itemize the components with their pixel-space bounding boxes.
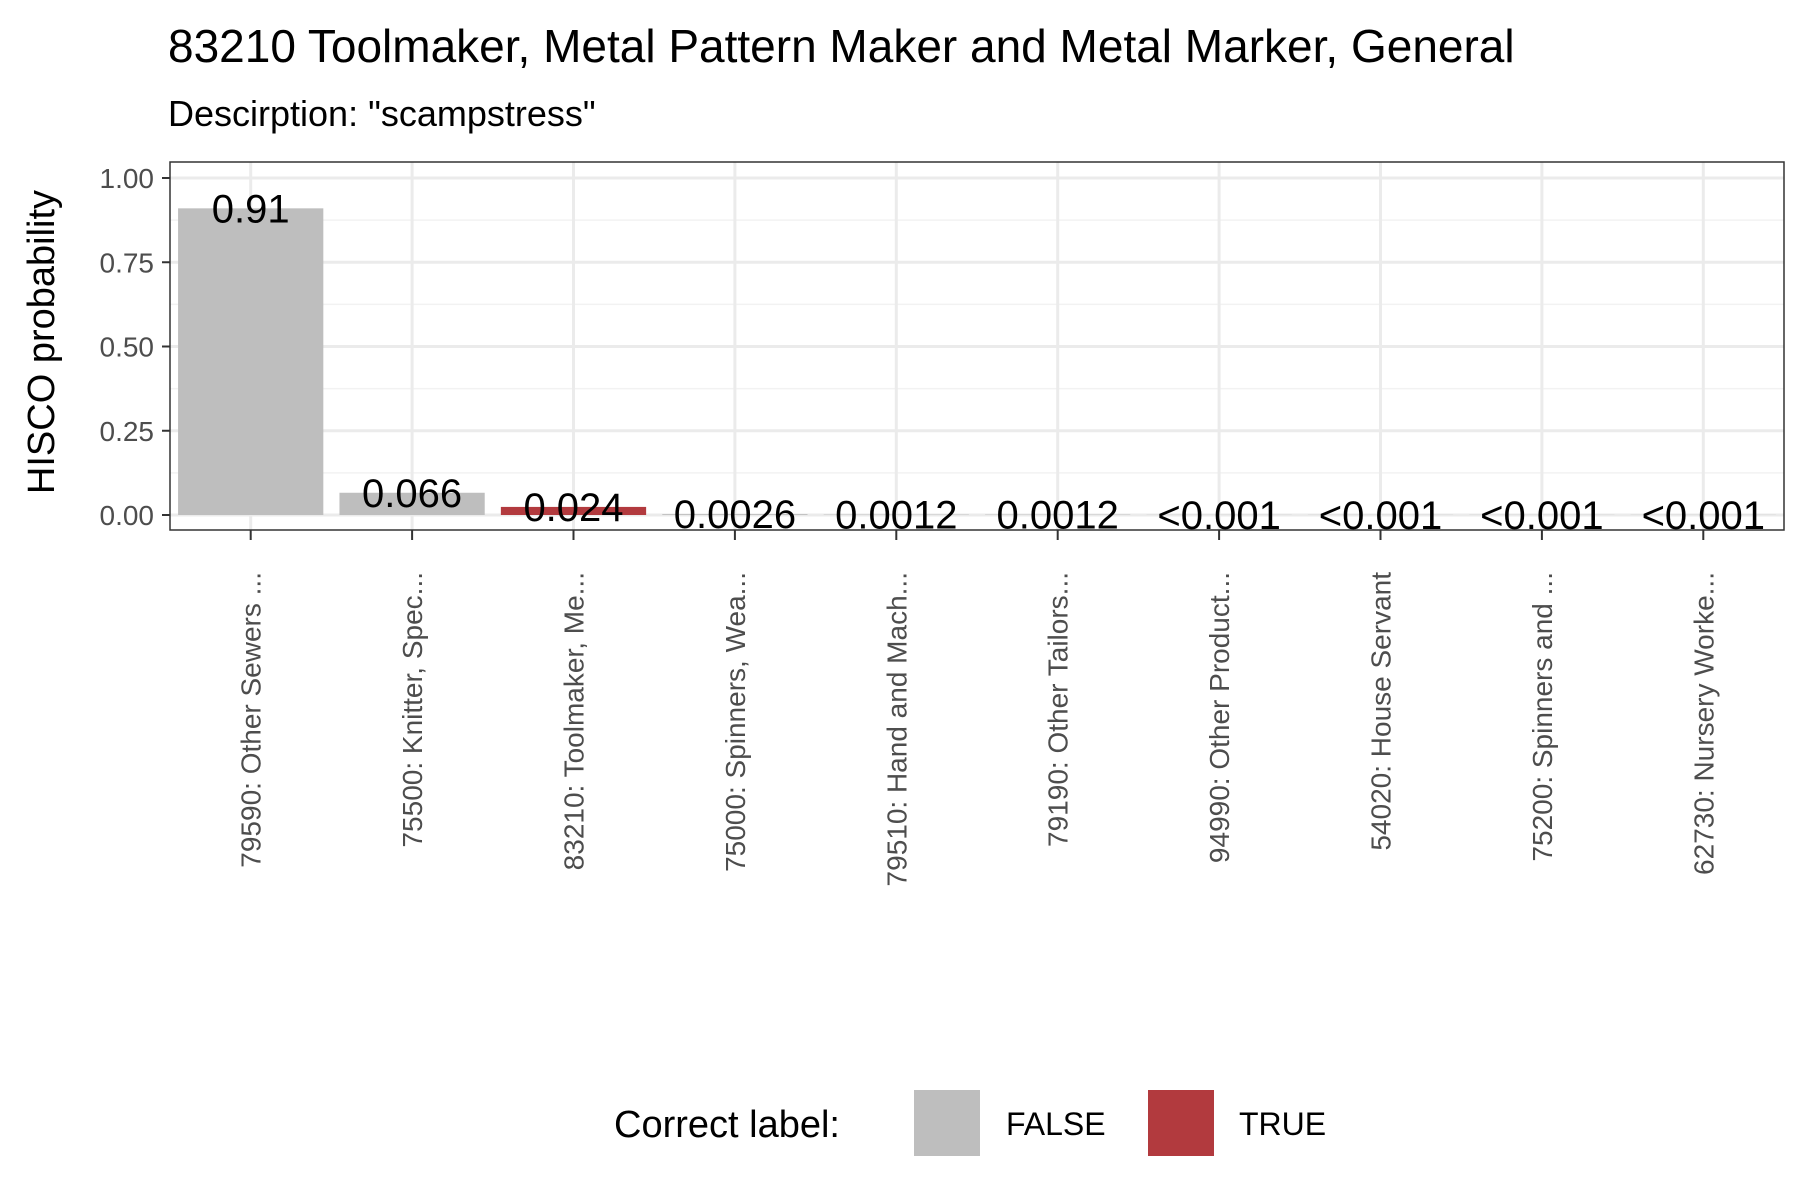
x-tick-label: 75500: Knitter, Spec... (397, 572, 428, 848)
data-label: 0.066 (362, 472, 462, 516)
x-tick-label: 83210: Toolmaker, Me... (559, 572, 590, 870)
y-tick-label: 0.50 (100, 332, 155, 363)
x-tick-label: 75200: Spinners and ... (1527, 572, 1558, 862)
x-tick-label: 94990: Other Product... (1204, 572, 1235, 863)
data-label: 0.91 (212, 187, 290, 231)
x-tick-label: 62730: Nursery Worke... (1688, 572, 1719, 875)
legend-label: FALSE (1006, 1106, 1106, 1142)
y-tick-label: 1.00 (100, 163, 155, 194)
x-tick-label: 79590: Other Sewers ... (236, 572, 267, 868)
chart-subtitle: Descirption: "scampstress" (168, 93, 596, 134)
chart-title: 83210 Toolmaker, Metal Pattern Maker and… (168, 20, 1515, 72)
legend-key (914, 1090, 980, 1156)
y-tick-label: 0.25 (100, 416, 155, 447)
data-label: 0.024 (523, 486, 623, 530)
bar (662, 514, 808, 515)
x-tick-label: 79510: Hand and Mach... (881, 572, 912, 886)
y-tick-label: 0.00 (100, 500, 155, 531)
y-axis-label: HISCO probability (21, 190, 63, 494)
x-tick-label: 79190: Other Tailors... (1043, 572, 1074, 847)
legend-label: TRUE (1239, 1106, 1326, 1142)
x-tick-label: 54020: House Servant (1366, 572, 1397, 851)
bar (500, 506, 647, 515)
legend-title: Correct label: (614, 1104, 840, 1146)
x-tick-label: 75000: Spinners, Wea... (720, 572, 751, 872)
y-tick-label: 0.75 (100, 247, 155, 278)
legend-key (1148, 1090, 1214, 1156)
bar (178, 208, 324, 515)
bar (339, 492, 485, 515)
